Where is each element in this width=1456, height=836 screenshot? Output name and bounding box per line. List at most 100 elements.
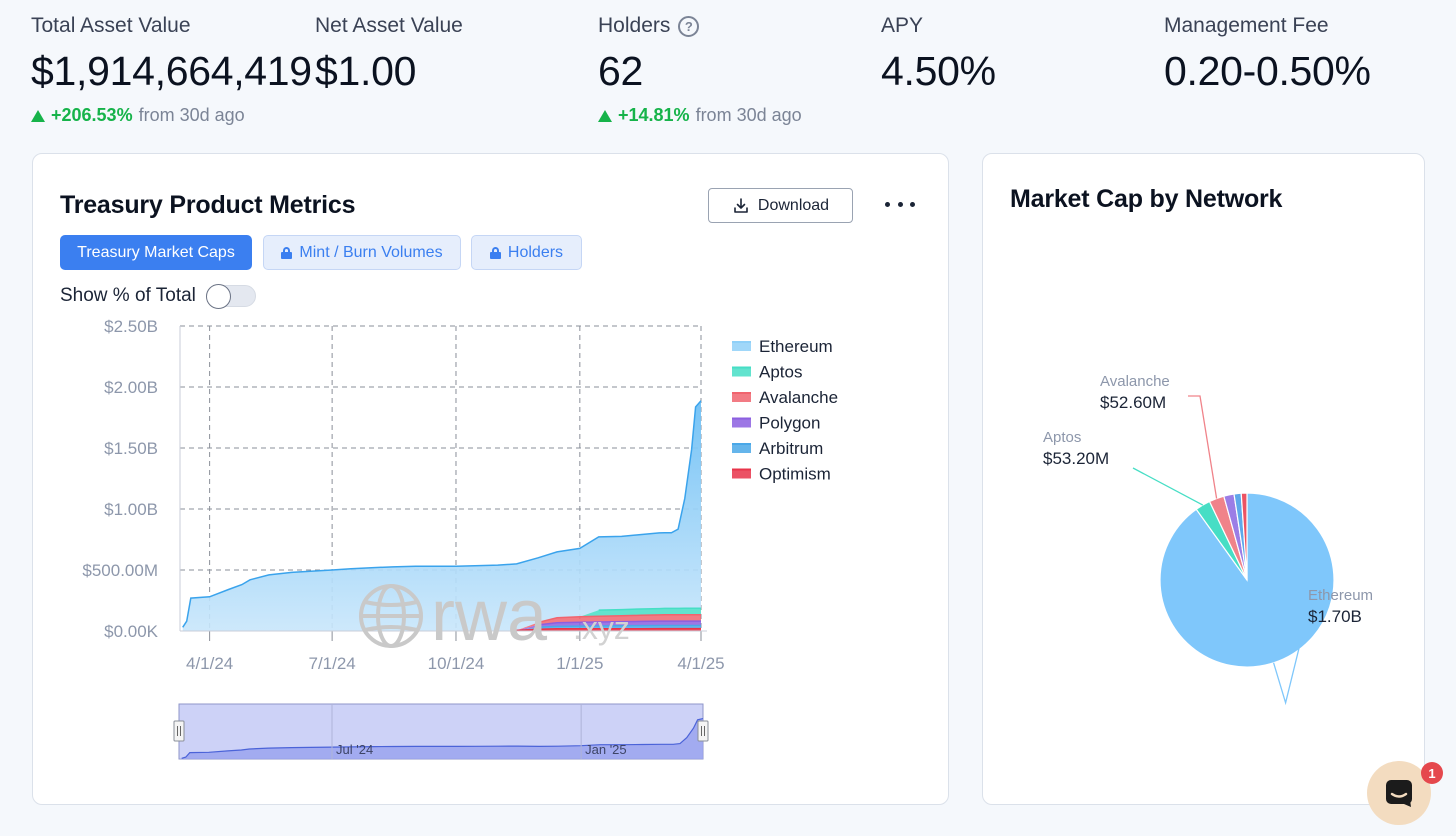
- legend-item-polygon: Polygon: [732, 414, 820, 433]
- stat-value: $1.00: [315, 48, 417, 94]
- pie-slice-optimism: [1240, 492, 1248, 581]
- legend-item-arbitrum: Arbitrum: [732, 439, 823, 458]
- pie-label-value: $52.60M: [1100, 393, 1166, 412]
- dot: [897, 201, 903, 207]
- leader-line: [1272, 631, 1304, 706]
- leader-line: [1188, 395, 1218, 499]
- area-aptos: [182, 608, 701, 631]
- change-period: from 30d ago: [138, 105, 245, 125]
- legend-item-ethereum: Ethereum: [732, 337, 833, 356]
- x-tick-label: 7/1/24: [308, 654, 355, 673]
- pie-label-ethereum: Ethereum $1.70B: [1272, 587, 1373, 706]
- handle-body: [697, 720, 709, 742]
- more-options-button[interactable]: [885, 194, 915, 214]
- legend-swatch: [732, 342, 751, 351]
- help-icon[interactable]: ?: [678, 15, 700, 37]
- chat-launcher-button[interactable]: [1367, 761, 1431, 825]
- y-tick-label: $1.50B: [104, 439, 158, 458]
- chart-axes: $0.00K $500.00M $1.00B $1.50B $2.00B $2.50B 4/…: [82, 317, 724, 673]
- area-polygon: [182, 621, 701, 631]
- dot: [885, 201, 890, 207]
- pie-label-value: $53.20M: [1043, 449, 1109, 468]
- stat-change: +206.53% from 30d ago: [31, 105, 312, 126]
- y-tick-label: $2.50B: [104, 317, 158, 336]
- stat-apy: APY 4.50%: [881, 14, 996, 95]
- legend-label: Avalanche: [759, 388, 838, 407]
- navigator-label: Jan '25: [585, 742, 627, 757]
- navigator-left-handle[interactable]: [173, 720, 185, 742]
- legend-swatch: [732, 444, 751, 453]
- card-title: Treasury Product Metrics: [60, 191, 356, 219]
- legend-label: Optimism: [759, 465, 831, 484]
- download-icon: [734, 197, 748, 213]
- legend-label: Ethereum: [759, 337, 833, 356]
- stat-label: Holders: [598, 14, 671, 37]
- stat-value: 4.50%: [881, 48, 996, 94]
- line-ethereum: [182, 400, 702, 628]
- range-navigator: Jul '24 Jan '25: [173, 703, 709, 760]
- lock-icon: [281, 246, 293, 259]
- legend-item-avalanche: Avalanche: [732, 388, 838, 407]
- legend-label: Polygon: [759, 414, 820, 433]
- pie-label-aptos: Aptos $53.20M: [1043, 429, 1204, 506]
- pie-slices: [1159, 492, 1335, 668]
- navigator-label: Jul '24: [336, 742, 373, 757]
- change-percent: +206.53%: [51, 105, 133, 125]
- tab-holders[interactable]: Holders: [471, 235, 582, 270]
- stat-label: APY: [881, 14, 924, 37]
- pie-labels: Ethereum $1.70B Aptos $53.20M Avalanche $52.6…: [1043, 373, 1373, 706]
- rwa-watermark: rwa .xyz: [359, 576, 630, 656]
- pie-label-name: Ethereum: [1308, 587, 1373, 604]
- legend-swatch: [732, 367, 751, 377]
- handle-body: [173, 720, 185, 742]
- pie-label-avalanche: Avalanche $52.60M: [1100, 373, 1218, 499]
- stat-holders: Holders ? 62 +14.81% from 30d ago: [598, 14, 802, 126]
- legend-label: Aptos: [759, 363, 802, 382]
- market-cap-area-chart: $0.00K $500.00M $1.00B $1.50B $2.00B $2.50B 4/…: [82, 317, 838, 760]
- line-optimism: [516, 627, 701, 632]
- notification-badge: 1: [1421, 762, 1443, 784]
- tab-mint-burn-volumes[interactable]: Mint / Burn Volumes: [263, 235, 461, 270]
- legend-swatch: [732, 469, 751, 479]
- treasury-metrics-card: Treasury Product Metrics Download Treasu…: [32, 153, 949, 805]
- globe-icon: [359, 584, 423, 648]
- up-arrow-icon: [598, 109, 612, 122]
- download-button[interactable]: Download: [708, 188, 853, 223]
- navigator-right-handle[interactable]: [697, 720, 709, 742]
- navigator-line: [181, 718, 704, 759]
- y-tick-label: $1.00B: [104, 500, 158, 519]
- lock-icon: [489, 246, 501, 259]
- stat-net-asset-value: Net Asset Value $1.00: [315, 14, 463, 95]
- stat-label: Net Asset Value: [315, 14, 463, 37]
- stat-label-row: Holders ?: [598, 14, 802, 38]
- chat-icon: [1386, 780, 1412, 807]
- leader-line: [1132, 467, 1204, 506]
- tab-label: Mint / Burn Volumes: [299, 243, 443, 261]
- card-title: Market Cap by Network: [1010, 185, 1283, 213]
- legend-item-aptos: Aptos: [732, 363, 802, 382]
- chart-legend: Ethereum Aptos Avalanche Polygon Arbitrum Opt…: [732, 337, 838, 484]
- show-percent-toggle[interactable]: [205, 284, 256, 309]
- change-period: from 30d ago: [695, 105, 802, 125]
- stat-management-fee: Management Fee 0.20-0.50%: [1164, 14, 1371, 95]
- tab-treasury-market-caps[interactable]: Treasury Market Caps: [60, 235, 252, 270]
- stat-value: 62: [598, 48, 644, 94]
- change-percent: +14.81%: [618, 105, 690, 125]
- download-label: Download: [757, 196, 830, 214]
- stat-label: Total Asset Value: [31, 14, 191, 37]
- pie-label-value: $1.70B: [1308, 607, 1362, 626]
- tab-label: Holders: [507, 243, 564, 261]
- show-percent-toggle-row: Show % of Total: [60, 284, 256, 309]
- chart-series: [182, 400, 702, 632]
- navigator-area: [179, 718, 703, 759]
- line-arbitrum: [538, 624, 701, 629]
- legend-item-optimism: Optimism: [732, 465, 831, 484]
- line-polygon: [538, 620, 701, 626]
- line-aptos: [598, 607, 701, 611]
- watermark-suffix: .xyz: [573, 610, 630, 646]
- legend-label: Arbitrum: [759, 439, 823, 458]
- network-pie-chart: Ethereum $1.70B Aptos $53.20M Avalanche $52.6…: [1043, 373, 1373, 706]
- x-tick-label: 4/1/24: [186, 654, 233, 673]
- tab-label: Treasury Market Caps: [77, 243, 235, 261]
- line-avalanche: [537, 613, 701, 624]
